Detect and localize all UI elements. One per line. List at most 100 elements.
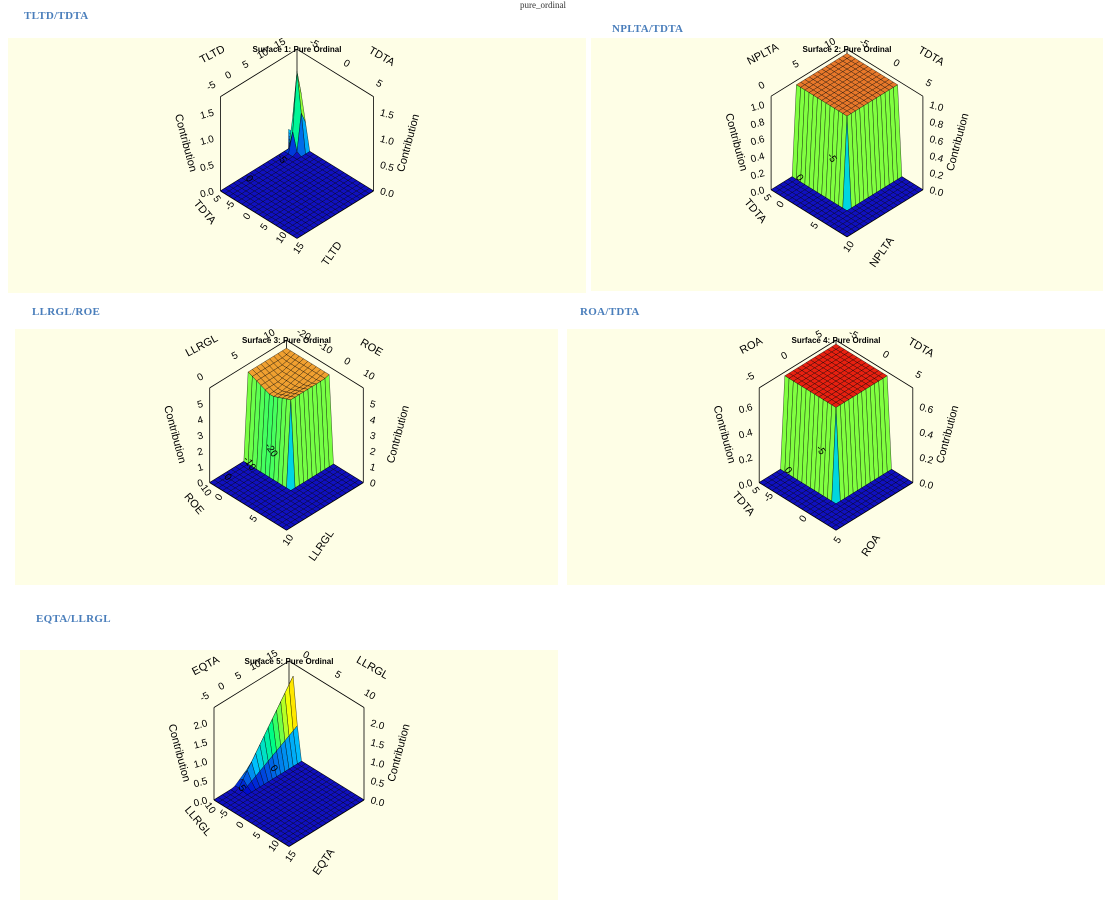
z-tick-label: 2.0 [192,718,209,732]
tick-label: 15 [291,241,307,257]
z-tick-label: 0.5 [192,776,209,790]
tick-label: 10 [255,47,270,62]
z-tick-label: 0.6 [750,134,767,148]
z-tick-label: 2 [369,446,378,458]
box-edge [758,339,837,389]
z-tick-label: 0.8 [928,117,945,131]
z-tick-label: 1 [196,462,205,474]
tick-label: 10 [262,329,277,342]
z-tick-label: 0.8 [750,117,767,131]
tick-label: 0 [301,650,312,662]
box-edge [296,190,374,239]
page-header: pure_ordinal [520,0,566,10]
tick-label: 0 [243,174,255,185]
z-tick-label: 1.5 [369,737,386,751]
surface-mesh [209,347,364,531]
tick-label: 15 [284,849,300,865]
tick-label: 0 [224,69,234,82]
z-tick-label: 0.0 [750,185,767,199]
z-tick-label: 3 [196,430,205,442]
tick-label: 5 [832,535,844,546]
z-tick-label: 0.4 [750,151,767,165]
axis-label-bottom-right: EQTA [311,846,338,877]
tick-label: 0 [195,371,205,384]
box-edge [220,48,298,97]
z-tick-label: 3 [369,431,378,443]
tick-label: -5 [198,690,211,704]
tick-label: 10 [841,239,857,255]
z-tick-label: 0.6 [928,134,945,148]
axis-label-top-right: TDTA [906,336,937,361]
tick-label: 5 [791,58,801,71]
tick-label: 5 [814,329,824,341]
tick-label: 10 [823,38,838,51]
tick-label: -5 [744,371,757,385]
tick-label: 5 [236,783,248,794]
z-tick-label: 1.0 [750,100,767,114]
box-edge [296,48,374,97]
tick-label: -5 [223,199,237,213]
z-tick-label: 4 [369,415,378,427]
z-tick-label: 1.5 [379,108,396,122]
z-tick-label: 0.2 [928,168,945,182]
surface-mesh [220,71,374,239]
z-tick-label: 1.5 [199,108,216,122]
axis-label-top-left: NPLTA [745,41,781,68]
z-tick-label: 0.4 [738,427,755,441]
z-axis-label-left: Contribution [172,113,199,173]
surface-mesh [213,675,365,847]
tick-label: 0 [267,763,279,774]
box-edge [286,482,364,531]
z-tick-label: 0.0 [199,186,216,200]
chart-panel-1: Surface 1: Pure Ordinal -5 0 5 10 15 -5 0 5 -5 0 5… [8,38,586,293]
tick-label: 0 [221,472,233,483]
axis-label-top-left: ROA [738,335,765,357]
z-axis-label-left: Contribution [723,112,750,172]
box-front [213,799,365,847]
tick-label: 5 [923,78,934,91]
tick-label: 0 [757,80,767,93]
chart-panel-2: Surface 2: Pure Ordinal 0 5 10 -5 0 5 -5 0 5 0 5 10… [591,38,1103,291]
tick-label: 5 [210,194,222,205]
tick-label: 0 [213,492,225,503]
chart-panel-5: Surface 5: Pure Ordinal -5 0 5 10 15 0 5 10 0 5 10… [20,650,558,900]
z-axis-label-left: Contribution [161,404,188,464]
section-label-4: ROA/TDTA [580,306,640,318]
box-edge [835,482,914,531]
tick-label: 0 [241,211,253,222]
z-tick-label: 1.0 [369,757,386,771]
box-front [770,189,924,238]
z-tick-label: 0.5 [379,160,396,174]
axis-label-top-right: ROE [358,337,385,359]
tick-label: 5 [809,220,821,231]
box-edge [770,189,848,238]
box-edge [758,482,837,531]
section-label-3: LLRGL/ROE [32,306,101,318]
box-edge [288,799,365,847]
box-front [220,190,374,239]
chart-panel-4: Surface 4: Pure Ordinal -5 0 5 -5 0 5 -5 0 5 -5 0 5… [567,329,1105,585]
z-axis-label-right: Contribution [934,404,961,464]
z-tick-label: 0.2 [738,453,755,467]
z-tick-label: 2 [196,446,205,458]
axis-label-top-right: LLRGL [354,654,390,682]
z-axis-label-left: Contribution [165,723,192,783]
z-tick-label: 0.2 [750,168,767,182]
tick-label: 10 [361,368,377,383]
z-tick-label: 0.2 [918,453,935,467]
surface-mesh [758,343,914,531]
chart-panel-3: Surface 3: Pure Ordinal 0 5 10 -20 -10 0 10 -20… [15,329,558,585]
box-edge [846,189,924,238]
tick-label: -5 [217,808,231,822]
section-label-5: EQTA/LLRGL [36,613,111,625]
z-tick-label: 0.0 [192,795,209,809]
section-label-2: NPLTA/TDTA [612,23,684,35]
tick-label: 10 [362,687,378,702]
tick-label: 5 [749,485,761,496]
